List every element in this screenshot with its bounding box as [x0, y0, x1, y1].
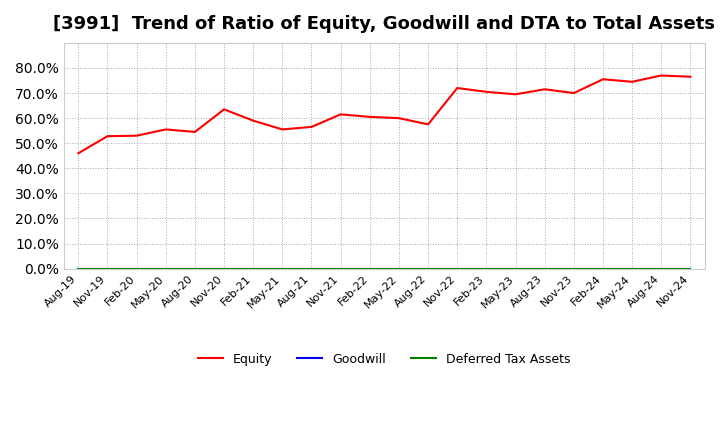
Equity: [628, 79, 636, 84]
Goodwill: [132, 266, 141, 271]
Goodwill: [278, 266, 287, 271]
Goodwill: [103, 266, 112, 271]
Deferred Tax Assets: [395, 266, 403, 271]
Deferred Tax Assets: [336, 266, 345, 271]
Deferred Tax Assets: [482, 266, 491, 271]
Equity: [395, 115, 403, 121]
Goodwill: [74, 266, 83, 271]
Equity: [598, 77, 607, 82]
Equity: [132, 133, 141, 138]
Equity: [366, 114, 374, 120]
Equity: [511, 92, 520, 97]
Deferred Tax Assets: [103, 266, 112, 271]
Equity: [686, 74, 695, 79]
Goodwill: [249, 266, 258, 271]
Goodwill: [307, 266, 316, 271]
Goodwill: [686, 266, 695, 271]
Deferred Tax Assets: [598, 266, 607, 271]
Deferred Tax Assets: [132, 266, 141, 271]
Deferred Tax Assets: [541, 266, 549, 271]
Line: Equity: Equity: [78, 76, 690, 153]
Equity: [191, 129, 199, 135]
Deferred Tax Assets: [307, 266, 316, 271]
Equity: [657, 73, 665, 78]
Goodwill: [220, 266, 228, 271]
Deferred Tax Assets: [424, 266, 433, 271]
Legend: Equity, Goodwill, Deferred Tax Assets: Equity, Goodwill, Deferred Tax Assets: [193, 348, 576, 371]
Equity: [161, 127, 170, 132]
Deferred Tax Assets: [161, 266, 170, 271]
Goodwill: [541, 266, 549, 271]
Equity: [307, 124, 316, 129]
Goodwill: [570, 266, 578, 271]
Goodwill: [366, 266, 374, 271]
Equity: [570, 90, 578, 95]
Goodwill: [191, 266, 199, 271]
Equity: [249, 118, 258, 123]
Deferred Tax Assets: [570, 266, 578, 271]
Deferred Tax Assets: [74, 266, 83, 271]
Goodwill: [598, 266, 607, 271]
Deferred Tax Assets: [366, 266, 374, 271]
Deferred Tax Assets: [628, 266, 636, 271]
Equity: [103, 134, 112, 139]
Deferred Tax Assets: [686, 266, 695, 271]
Equity: [453, 85, 462, 91]
Equity: [424, 122, 433, 127]
Equity: [74, 150, 83, 156]
Goodwill: [395, 266, 403, 271]
Goodwill: [628, 266, 636, 271]
Goodwill: [424, 266, 433, 271]
Goodwill: [657, 266, 665, 271]
Goodwill: [453, 266, 462, 271]
Deferred Tax Assets: [249, 266, 258, 271]
Deferred Tax Assets: [220, 266, 228, 271]
Equity: [541, 87, 549, 92]
Deferred Tax Assets: [453, 266, 462, 271]
Goodwill: [161, 266, 170, 271]
Goodwill: [336, 266, 345, 271]
Deferred Tax Assets: [511, 266, 520, 271]
Deferred Tax Assets: [278, 266, 287, 271]
Equity: [482, 89, 491, 95]
Equity: [278, 127, 287, 132]
Title: [3991]  Trend of Ratio of Equity, Goodwill and DTA to Total Assets: [3991] Trend of Ratio of Equity, Goodwil…: [53, 15, 716, 33]
Equity: [336, 112, 345, 117]
Equity: [220, 107, 228, 112]
Deferred Tax Assets: [657, 266, 665, 271]
Goodwill: [511, 266, 520, 271]
Deferred Tax Assets: [191, 266, 199, 271]
Goodwill: [482, 266, 491, 271]
